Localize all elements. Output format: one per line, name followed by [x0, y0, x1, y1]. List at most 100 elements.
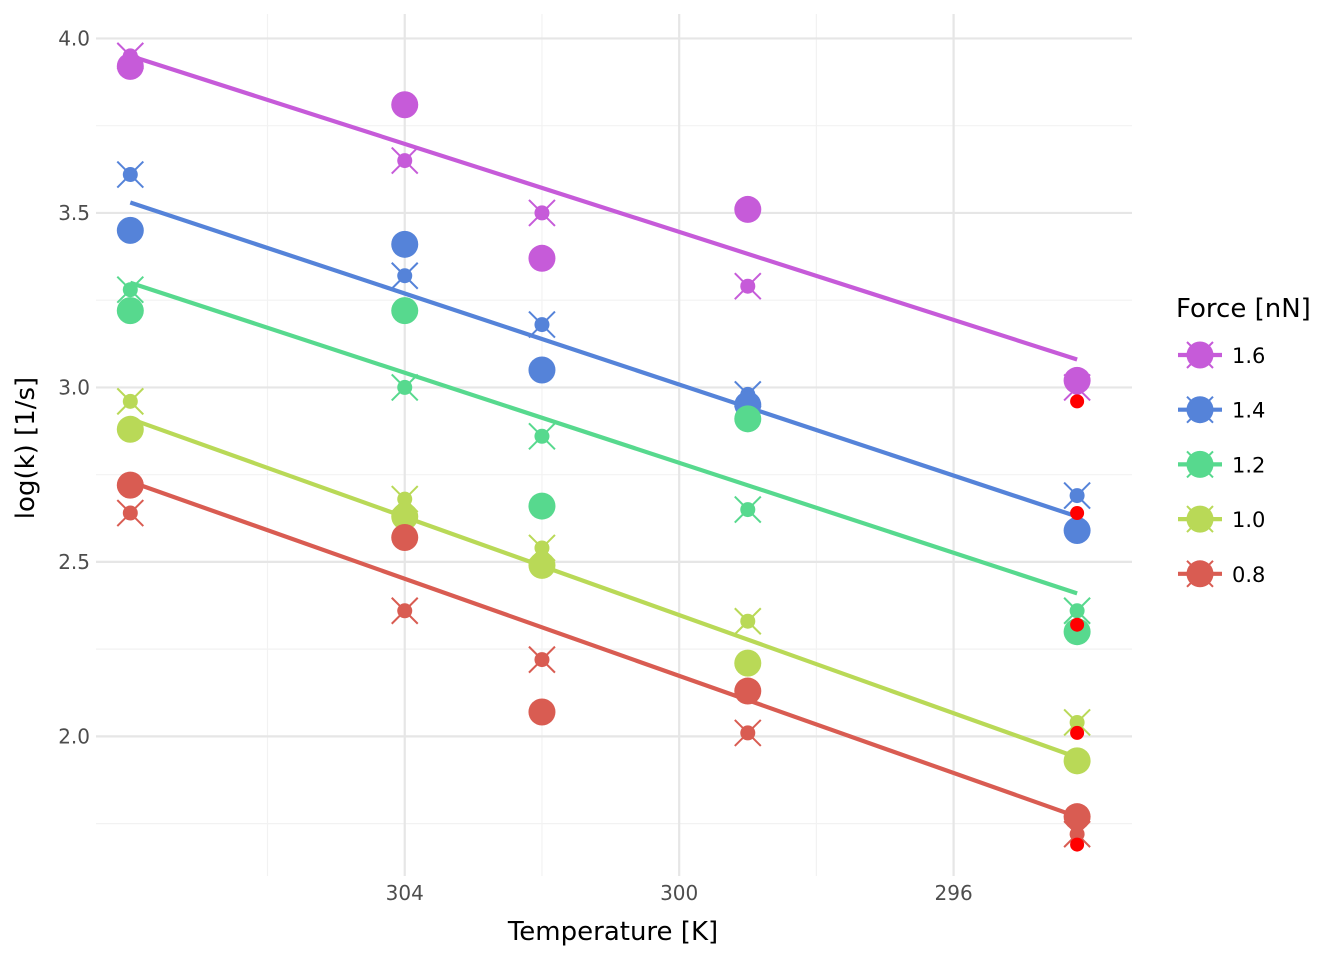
cross-dot: [1069, 714, 1085, 730]
measured-point-1.6: [1063, 366, 1091, 394]
fit-line-0.8: [129, 479, 1078, 819]
legend-swatch: [1186, 341, 1214, 369]
cross-dot: [740, 502, 756, 518]
cross-dot: [397, 491, 413, 507]
predicted-point-0.8: [528, 645, 556, 674]
predicted-point-1.2: [116, 275, 145, 304]
fit-line-1.4: [129, 200, 1078, 519]
legend-swatch: [1186, 560, 1214, 588]
x-tick-label: 296: [935, 881, 973, 905]
measured-point-1.6: [116, 52, 144, 80]
measured-point-1.4: [528, 356, 556, 384]
predicted-point-1.0: [734, 607, 762, 635]
legend: Force [nN] 1.6 1.4 1.2 1.0 0.8: [1176, 294, 1311, 588]
measured-point-1.0: [391, 503, 419, 531]
legend-item-0.8: 0.8: [1178, 560, 1265, 588]
measured-point-1.4: [391, 230, 419, 258]
x-axis-ticks: 304 300 296: [386, 881, 973, 905]
legend-label: 1.4: [1232, 399, 1265, 423]
measured-point-1.0: [734, 649, 762, 677]
legend-item-1.4: 1.4: [1178, 395, 1265, 424]
grid: [96, 14, 1132, 876]
measured-point-1.4: [116, 216, 144, 244]
y-axis-title: log(k) [1/s]: [11, 377, 41, 519]
predicted-point-1.4: [391, 262, 419, 290]
predicted-point-1.6: [528, 199, 556, 227]
cross-dot: [122, 167, 138, 183]
data-points: [116, 42, 1091, 852]
measured-point-0.8: [116, 471, 144, 499]
fit-line-1.6: [129, 53, 1078, 362]
cross-dot: [1069, 603, 1085, 619]
predicted-point-1.4: [1063, 481, 1091, 510]
predicted-point-1.4: [528, 310, 556, 339]
fit-line-1.2: [129, 280, 1078, 596]
cross-dot: [397, 268, 413, 284]
predicted-point-1.2: [734, 495, 762, 524]
x-tick-label: 300: [660, 881, 698, 905]
measured-point-1.6: [391, 91, 419, 119]
cross-dot: [534, 205, 550, 221]
measured-point-1.2: [528, 492, 556, 520]
predicted-point-0.8: [116, 499, 145, 527]
predicted-point-1.2: [391, 373, 419, 402]
legend-label: 0.8: [1232, 563, 1265, 587]
predicted-point-1.2: [1063, 597, 1091, 625]
cross-dot: [397, 379, 413, 395]
legend-item-1.6: 1.6: [1178, 341, 1265, 369]
legend-label: 1.2: [1232, 453, 1265, 477]
cross-dot: [122, 505, 138, 521]
legend-item-1.0: 1.0: [1178, 505, 1265, 533]
measured-point-1.2: [734, 405, 762, 433]
measured-point-1.6: [528, 244, 556, 272]
y-tick-label: 2.5: [58, 550, 90, 574]
y-axis-ticks: 2.0 2.5 3.0 3.5 4.0: [58, 26, 90, 748]
x-axis-title: Temperature [K]: [507, 917, 718, 947]
measured-point-0.8: [528, 698, 556, 726]
predicted-point-1.6: [391, 146, 419, 175]
legend-label: 1.6: [1232, 344, 1265, 368]
cross-dot: [534, 540, 550, 556]
cross-dot: [1069, 488, 1085, 504]
cross-dot: [534, 652, 550, 668]
cross-dot: [534, 428, 550, 444]
fit-line-1.0: [129, 416, 1078, 760]
legend-swatch: [1186, 396, 1214, 424]
y-tick-label: 3.5: [58, 201, 90, 225]
measured-point-0.8: [391, 523, 419, 551]
y-tick-label: 3.0: [58, 375, 90, 399]
highlight-point: [1070, 506, 1085, 521]
measured-point-1.2: [116, 297, 144, 325]
measured-point-0.8: [1063, 803, 1091, 831]
legend-swatch: [1186, 505, 1214, 533]
measured-point-1.2: [391, 297, 419, 325]
cross-dot: [122, 282, 138, 298]
predicted-point-0.8: [391, 597, 419, 625]
fit-lines: [129, 53, 1078, 819]
highlight-point: [1070, 837, 1085, 852]
legend-title: Force [nN]: [1176, 294, 1311, 324]
cross-dot: [1069, 826, 1085, 842]
highlight-point: [1070, 394, 1085, 409]
predicted-point-1.0: [116, 387, 145, 416]
measured-point-1.0: [116, 415, 144, 443]
highlight-point: [1070, 725, 1085, 740]
cross-dot: [534, 317, 550, 333]
legend-item-1.2: 1.2: [1178, 450, 1265, 479]
y-tick-label: 4.0: [58, 26, 90, 50]
predicted-point-0.8: [734, 719, 762, 747]
measured-point-1.0: [528, 551, 556, 579]
measured-point-1.6: [734, 195, 762, 223]
highlight-point: [1070, 617, 1085, 632]
cross-dot: [740, 278, 756, 294]
measured-point-1.0: [1063, 747, 1091, 775]
cross-dot: [740, 613, 756, 629]
measured-point-1.4: [1063, 517, 1091, 545]
x-tick-label: 304: [386, 881, 424, 905]
legend-swatch: [1186, 450, 1214, 478]
cross-dot: [397, 153, 413, 169]
predicted-point-1.4: [116, 160, 145, 189]
measured-point-0.8: [734, 677, 762, 705]
cross-dot: [740, 725, 756, 741]
